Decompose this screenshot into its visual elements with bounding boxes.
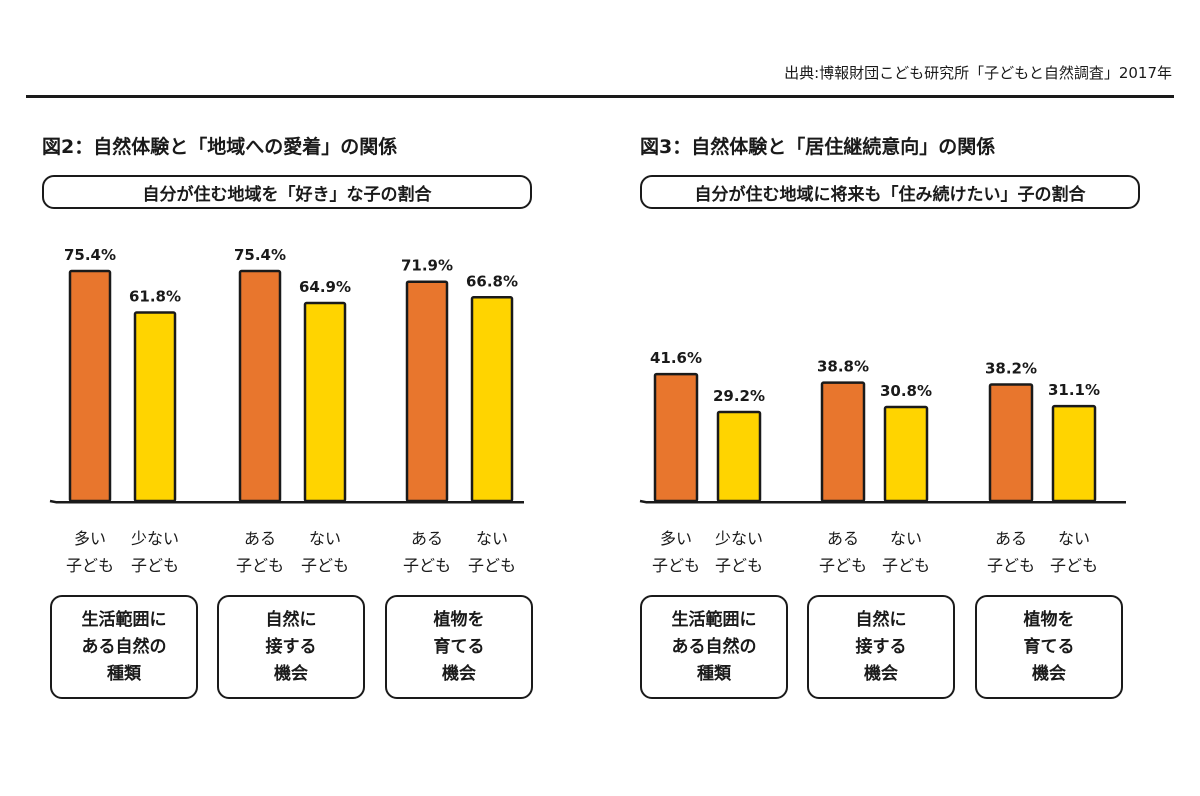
- bar-1-2: [133, 311, 177, 503]
- category-label: ある: [827, 529, 859, 548]
- bar-value-label: 38.2%: [985, 359, 1037, 377]
- category-label: 少ない: [131, 529, 179, 548]
- category-label: 子ども: [301, 556, 349, 575]
- category-label: 子ども: [652, 556, 700, 575]
- bar-1-1: [653, 372, 699, 503]
- bar-1-2: [716, 410, 762, 503]
- group-box-line: 自然に: [265, 609, 317, 630]
- bar-3-2: [1051, 404, 1097, 503]
- bar-value-label: 29.2%: [713, 387, 765, 405]
- bar-value-label: 61.8%: [129, 288, 181, 306]
- category-label: ない: [476, 529, 508, 548]
- group-box-line: 接する: [855, 636, 907, 657]
- bar-2-1: [820, 381, 866, 503]
- bar-3-2: [470, 296, 514, 503]
- category-label: 子ども: [468, 556, 516, 575]
- category-label: 子ども: [715, 556, 763, 575]
- group-box-line: 植物を: [433, 609, 485, 630]
- figure-2-subtitle-box: 自分が住む地域を「好き」な子の割合: [42, 175, 532, 209]
- group-box-line: 育てる: [433, 636, 485, 657]
- figure-3-chart: 41.6%多い子ども29.2%少ない子ども38.8%ある子ども30.8%ない子ど…: [639, 349, 1126, 575]
- figure-2-subtitle: 自分が住む地域を「好き」な子の割合: [142, 184, 432, 205]
- group-box-line: 生活範囲に: [81, 609, 167, 630]
- category-label: 子ども: [987, 556, 1035, 575]
- bar-value-label: 38.8%: [817, 358, 869, 376]
- figure-3-panel: 図3：自然体験と「居住継続意向」の関係 自分が住む地域に将来も「住み続けたい」子…: [600, 0, 1200, 796]
- figure-3-subtitle: 自分が住む地域に将来も「住み続けたい」子の割合: [694, 184, 1086, 205]
- group-box-line: 機会: [274, 663, 308, 684]
- bar-3-1: [405, 280, 449, 503]
- header-divider: [26, 95, 1174, 98]
- figure-2-group-box-3: 植物を 育てる 機会: [385, 595, 533, 699]
- bar-value-label: 75.4%: [64, 246, 116, 264]
- bar-value-label: 30.8%: [880, 382, 932, 400]
- group-box-line: 種類: [697, 663, 731, 684]
- bar-value-label: 41.6%: [650, 349, 702, 367]
- category-label: 子ども: [403, 556, 451, 575]
- group-box-line: 機会: [442, 663, 476, 684]
- group-box-line: 生活範囲に: [671, 609, 757, 630]
- figure-2-title: 図2：自然体験と「地域への愛着」の関係: [42, 136, 398, 158]
- group-box-line: 種類: [107, 663, 141, 684]
- group-box-line: 自然に: [855, 609, 907, 630]
- bar-2-1: [238, 269, 282, 503]
- category-label: ある: [244, 529, 276, 548]
- category-label: 子ども: [66, 556, 114, 575]
- figure-3-title: 図3：自然体験と「居住継続意向」の関係: [640, 136, 996, 158]
- category-label: 子ども: [882, 556, 930, 575]
- group-box-line: ある自然の: [671, 636, 757, 657]
- category-label: ある: [995, 529, 1027, 548]
- category-label: ある: [411, 529, 443, 548]
- category-label: 多い: [660, 529, 692, 548]
- figure-2-group-box-1: 生活範囲に ある自然の 種類: [50, 595, 198, 699]
- bar-value-label: 66.8%: [466, 272, 518, 290]
- category-label: 多い: [74, 529, 106, 548]
- bar-2-2: [883, 405, 929, 503]
- bar-2-2: [303, 301, 347, 503]
- group-box-line: 接する: [265, 636, 317, 657]
- group-box-line: 植物を: [1023, 609, 1075, 630]
- bar-value-label: 64.9%: [299, 278, 351, 296]
- figure-2-group-box-2: 自然に 接する 機会: [217, 595, 365, 699]
- bar-1-1: [68, 269, 112, 503]
- category-label: 子ども: [236, 556, 284, 575]
- group-box-line: 機会: [1032, 663, 1066, 684]
- chart-baseline: [49, 499, 524, 504]
- figure-2-panel: 図2：自然体験と「地域への愛着」の関係 自分が住む地域を「好き」な子の割合 75…: [42, 136, 533, 699]
- category-label: ない: [1058, 529, 1090, 548]
- source-citation: 出典:博報財団こども研究所「子どもと自然調査」2017年: [784, 64, 1172, 82]
- group-box-line: ある自然の: [81, 636, 167, 657]
- bar-value-label: 71.9%: [401, 257, 453, 275]
- figure-3-group-box-3: 植物を 育てる 機会: [975, 595, 1123, 699]
- bar-value-label: 31.1%: [1048, 381, 1100, 399]
- group-box-line: 育てる: [1023, 636, 1075, 657]
- figure-3-subtitle-box: 自分が住む地域に将来も「住み続けたい」子の割合: [640, 175, 1140, 209]
- category-label: 子ども: [131, 556, 179, 575]
- category-label: ない: [890, 529, 922, 548]
- category-label: 少ない: [715, 529, 763, 548]
- figure-3-group-box-1: 生活範囲に ある自然の 種類: [640, 595, 788, 699]
- bar-3-1: [988, 383, 1034, 503]
- category-label: 子ども: [819, 556, 867, 575]
- group-box-line: 機会: [864, 663, 898, 684]
- figure-2-chart: 75.4%多い子ども61.8%少ない子ども75.4%ある子ども64.9%ない子ど…: [49, 246, 524, 575]
- category-label: ない: [309, 529, 341, 548]
- bar-value-label: 75.4%: [234, 246, 286, 264]
- figure-3-group-box-2: 自然に 接する 機会: [807, 595, 955, 699]
- chart-baseline: [639, 499, 1126, 504]
- category-label: 子ども: [1050, 556, 1098, 575]
